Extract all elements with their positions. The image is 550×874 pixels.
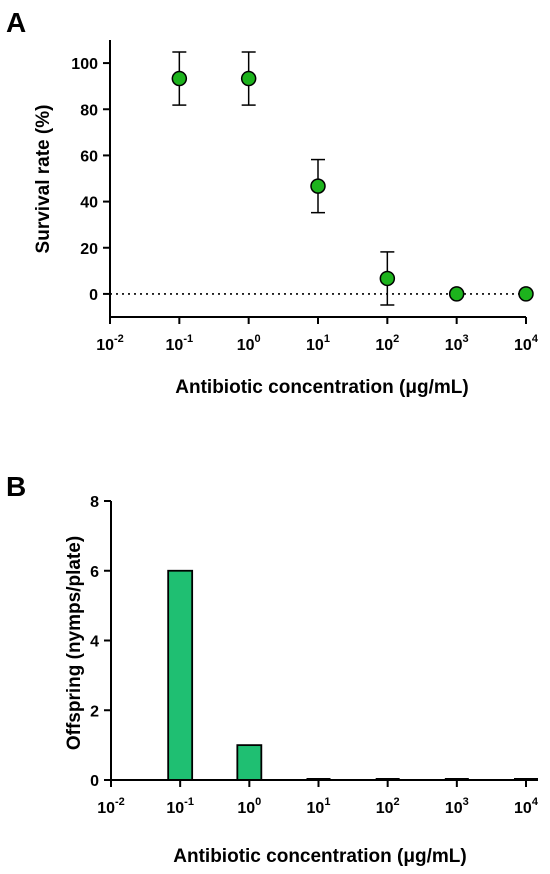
panel-b-y-tick-label: 2 (90, 703, 99, 720)
panel-a-y-tick-label: 60 (80, 148, 98, 165)
panel-b-bar (167, 569, 194, 781)
panel-a-x-tick-label: 102 (375, 333, 399, 354)
panel-b-y-tick-label: 4 (90, 634, 99, 651)
panel-a-y-tick-label: 0 (89, 287, 98, 304)
panel-b-x-tick-label: 102 (376, 796, 400, 817)
panel-a-x-tick-label: 101 (306, 333, 330, 354)
panel-a-y-tick-label: 100 (71, 56, 98, 73)
panel-b-x-tick-label: 10-1 (166, 796, 194, 817)
panel-a-x-tick-label: 10-1 (166, 333, 194, 354)
panel-b-x-tick-label: 10-2 (97, 796, 125, 817)
panel-a-data-point (518, 286, 534, 302)
panel-a-chart: 0 20 40 60 80 100 10-2 10-1 100 101 102 103 104 (71, 40, 539, 354)
panel-a-y-tick-label: 80 (80, 102, 98, 119)
panel-b-chart: 0 2 4 6 8 10-2 10-1 100 101 102 103 104 (90, 494, 539, 817)
panel-a-y-tick-label: 20 (80, 241, 98, 258)
panel-a-data-point (310, 178, 326, 194)
panel-b-y-tick-label: 6 (90, 564, 99, 581)
panel-b-x-axis-title: Antibiotic concentration (μg/mL) (173, 846, 466, 867)
panel-a-x-tick-label: 10-2 (96, 333, 124, 354)
panel-b-y-tick-label: 0 (90, 773, 99, 790)
panel-a-x-axis-title: Antibiotic concentration (μg/mL) (175, 377, 468, 398)
panel-a-x-tick-label: 100 (237, 333, 261, 354)
panel-b-bar (236, 744, 263, 781)
panel-b-y-tick-label: 8 (90, 494, 99, 511)
panel-b-x-tick-label: 101 (307, 796, 331, 817)
panel-a-x-tick-label: 103 (445, 333, 469, 354)
panel-a-y-tick-label: 40 (80, 195, 98, 212)
panel-a-x-tick-label: 104 (514, 333, 539, 354)
panel-a-label: A (6, 7, 26, 38)
panel-b-label: B (6, 471, 26, 502)
panel-a-y-axis-title: Survival rate (%) (33, 105, 54, 254)
panel-a-data-point (240, 70, 257, 87)
panel-b-y-axis-title: Offspring (nymps/plate) (64, 536, 85, 750)
panel-b-x-tick-label: 104 (514, 796, 539, 817)
panel-a-data-point (379, 270, 396, 287)
panel-b-x-tick-label: 100 (237, 796, 261, 817)
panel-a-data-point (171, 70, 188, 87)
panel-a-data-point (448, 286, 465, 302)
panel-b-x-tick-label: 103 (445, 796, 469, 817)
